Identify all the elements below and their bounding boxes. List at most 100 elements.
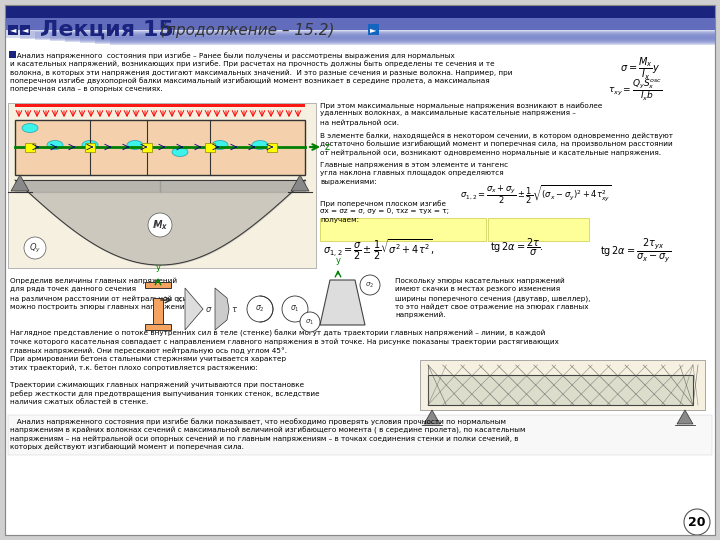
- FancyBboxPatch shape: [20, 25, 30, 35]
- Text: x: x: [177, 295, 182, 305]
- FancyBboxPatch shape: [420, 360, 705, 410]
- Text: которых действуют изгибающий момент и поперечная сила.: которых действуют изгибающий момент и по…: [10, 443, 244, 450]
- Text: При армировании бетона стальными стержнями учитывается характер: При армировании бетона стальными стержня…: [10, 355, 286, 362]
- Text: $\sigma_{1,2} = \dfrac{\sigma}{2} \pm \dfrac{1}{2}\sqrt{\sigma^2 + 4\tau^2},$: $\sigma_{1,2} = \dfrac{\sigma}{2} \pm \d…: [323, 237, 434, 262]
- FancyBboxPatch shape: [153, 298, 163, 328]
- Text: угла наклона главных площадок определяются: угла наклона главных площадок определяют…: [320, 171, 503, 177]
- Polygon shape: [215, 288, 229, 330]
- Text: При поперечном плоском изгибе: При поперечном плоском изгибе: [320, 200, 446, 207]
- Text: ребер жесткости для предотвращения выпучивания тонких стенок, вследствие: ребер жесткости для предотвращения выпуч…: [10, 390, 320, 397]
- Text: Лекция 15: Лекция 15: [40, 20, 174, 40]
- Polygon shape: [291, 175, 309, 191]
- Text: главных напряжений. Они пересекают нейтральную ось под углом 45°.: главных напряжений. Они пересекают нейтр…: [10, 347, 287, 354]
- Text: ширины поперечного сечения (двутавр, швеллер),: ширины поперечного сечения (двутавр, шве…: [395, 295, 590, 301]
- Text: для ряда точек данного сечения: для ряда точек данного сечения: [10, 287, 136, 293]
- Text: выражениями:: выражениями:: [320, 179, 377, 185]
- Text: y: y: [156, 263, 161, 272]
- FancyBboxPatch shape: [8, 25, 18, 35]
- Text: $\sigma_{1,2} = \dfrac{\sigma_x + \sigma_y}{2} \pm \dfrac{1}{2}\sqrt{(\sigma_x -: $\sigma_{1,2} = \dfrac{\sigma_x + \sigma…: [460, 183, 611, 206]
- Text: на различном расстоянии от нейтральной оси,: на различном расстоянии от нейтральной о…: [10, 295, 190, 301]
- Text: При этом максимальные нормальные напряжения возникают в наиболее: При этом максимальные нормальные напряже…: [320, 102, 603, 109]
- Text: $\sigma_2$: $\sigma_2$: [366, 280, 374, 289]
- FancyBboxPatch shape: [267, 143, 277, 152]
- FancyBboxPatch shape: [35, 32, 715, 40]
- Text: $\sigma$: $\sigma$: [205, 305, 212, 314]
- Polygon shape: [424, 410, 440, 424]
- FancyBboxPatch shape: [368, 24, 379, 35]
- Text: этих траекторий, т.к. бетон плохо сопротивляется растяжению:: этих траекторий, т.к. бетон плохо сопрот…: [10, 364, 258, 371]
- Text: Траектории сжимающих главных напряжений учитываются при постановке: Траектории сжимающих главных напряжений …: [10, 382, 304, 388]
- FancyBboxPatch shape: [9, 51, 16, 58]
- Polygon shape: [185, 288, 203, 330]
- Text: наличия сжатых областей в стенке.: наличия сжатых областей в стенке.: [10, 399, 148, 405]
- Text: (продолжение – 15.2): (продолжение – 15.2): [160, 23, 335, 37]
- Text: напряжениям в крайних волокнах сечений с максимальной величиной изгибающего моме: напряжениям в крайних волокнах сечений с…: [10, 427, 526, 434]
- Text: имеют скачки в местах резкого изменения: имеют скачки в местах резкого изменения: [395, 287, 560, 293]
- Ellipse shape: [252, 140, 268, 150]
- Text: Определив величины главных напряжений: Определив величины главных напряжений: [10, 278, 177, 285]
- Text: 20: 20: [688, 516, 706, 529]
- Text: Главные напряжения в этом элементе и тангенс: Главные напряжения в этом элементе и тан…: [320, 162, 508, 168]
- Circle shape: [24, 237, 46, 259]
- FancyBboxPatch shape: [110, 37, 715, 45]
- Ellipse shape: [172, 147, 188, 157]
- Text: и касательных напряжений, возникающих при изгибе. При расчетах на прочность долж: и касательных напряжений, возникающих пр…: [10, 60, 495, 68]
- Text: $M_x$: $M_x$: [152, 218, 168, 232]
- Circle shape: [684, 509, 710, 535]
- Circle shape: [282, 296, 308, 322]
- Circle shape: [148, 213, 172, 237]
- Circle shape: [300, 312, 320, 332]
- Text: поперечная сила – в опорных сечениях.: поперечная сила – в опорных сечениях.: [10, 86, 163, 92]
- Text: ◄: ◄: [10, 25, 17, 35]
- Text: можно построить эпюры главных напряжений:: можно построить эпюры главных напряжений…: [10, 303, 192, 310]
- FancyBboxPatch shape: [20, 31, 715, 39]
- Text: Анализ напряженного состояния при изгибе балки показывает, что необходимо провер: Анализ напряженного состояния при изгибе…: [10, 418, 506, 425]
- Text: y: y: [336, 256, 341, 265]
- Text: z: z: [325, 142, 330, 152]
- Text: Поскольку эпюры касательных напряжений: Поскольку эпюры касательных напряжений: [395, 278, 564, 285]
- FancyBboxPatch shape: [487, 218, 588, 240]
- FancyBboxPatch shape: [15, 104, 305, 107]
- FancyBboxPatch shape: [5, 5, 715, 18]
- Text: Анализ напряженного  состояния при изгибе – Ранее были получены и рассмотрены вы: Анализ напряженного состояния при изгибе…: [10, 52, 455, 59]
- Polygon shape: [320, 280, 365, 325]
- Text: $\tau$: $\tau$: [231, 305, 238, 314]
- FancyBboxPatch shape: [145, 282, 171, 288]
- Text: напряжениям – на нейтральной оси опорных сечений и по главным напряжениям – в то: напряжениям – на нейтральной оси опорных…: [10, 435, 518, 442]
- Text: В элементе балки, находящейся в некотором сечении, в котором одновременно действ: В элементе балки, находящейся в некоторо…: [320, 132, 673, 139]
- FancyBboxPatch shape: [25, 143, 35, 152]
- FancyBboxPatch shape: [95, 36, 715, 44]
- Text: волокна, в которых эти напряжения достигают максимальных значений.  И это разные: волокна, в которых эти напряжения достиг…: [10, 69, 513, 76]
- Text: удаленных волокнах, а максимальные касательные напряжения –: удаленных волокнах, а максимальные касат…: [320, 111, 576, 117]
- FancyBboxPatch shape: [428, 375, 693, 405]
- Text: получаем:: получаем:: [320, 217, 359, 223]
- Circle shape: [247, 296, 273, 322]
- FancyBboxPatch shape: [85, 143, 95, 152]
- Text: ►: ►: [370, 25, 377, 35]
- Polygon shape: [677, 410, 693, 424]
- Text: $\operatorname{tg}2\alpha = \dfrac{2\tau}{\sigma}.$: $\operatorname{tg}2\alpha = \dfrac{2\tau…: [490, 237, 544, 258]
- Text: $M_x$: $M_x$: [153, 218, 167, 232]
- Text: σx = σz = σ, σy = 0, τxz = τyx = τ;: σx = σz = σ, σy = 0, τxz = τyx = τ;: [320, 208, 449, 214]
- FancyBboxPatch shape: [142, 143, 152, 152]
- FancyBboxPatch shape: [15, 120, 305, 175]
- Text: на нейтральной оси.: на нейтральной оси.: [320, 119, 399, 125]
- FancyBboxPatch shape: [5, 5, 715, 535]
- FancyBboxPatch shape: [5, 30, 715, 38]
- Text: поперечном изгибе двухопорной балки максимальный изгибающий момент возникает в с: поперечном изгибе двухопорной балки макс…: [10, 78, 490, 84]
- Ellipse shape: [82, 140, 98, 150]
- FancyBboxPatch shape: [80, 35, 715, 43]
- Text: то это найдет свое отражение на эпюрах главных: то это найдет свое отражение на эпюрах г…: [395, 303, 588, 310]
- Text: $\sigma_2$: $\sigma_2$: [255, 303, 265, 314]
- FancyBboxPatch shape: [65, 34, 715, 42]
- Text: $\sigma_1$: $\sigma_1$: [290, 303, 300, 314]
- FancyBboxPatch shape: [8, 415, 712, 455]
- Text: $\sigma = \dfrac{M_x}{I_x} y$: $\sigma = \dfrac{M_x}{I_x} y$: [620, 55, 660, 82]
- Text: $\operatorname{tg}2\alpha = \dfrac{2\tau_{yx}}{\sigma_x - \sigma_y}$: $\operatorname{tg}2\alpha = \dfrac{2\tau…: [600, 237, 671, 264]
- FancyBboxPatch shape: [320, 218, 485, 240]
- Text: точке которого касательная совпадает с направлением главного напряжения в этой т: точке которого касательная совпадает с н…: [10, 339, 559, 345]
- Text: $\tau_{xy} = \dfrac{Q_y S_x^{osc}}{I_x b}$: $\tau_{xy} = \dfrac{Q_y S_x^{osc}}{I_x b…: [608, 78, 662, 103]
- Ellipse shape: [127, 140, 143, 150]
- FancyBboxPatch shape: [5, 18, 715, 30]
- Ellipse shape: [22, 124, 38, 132]
